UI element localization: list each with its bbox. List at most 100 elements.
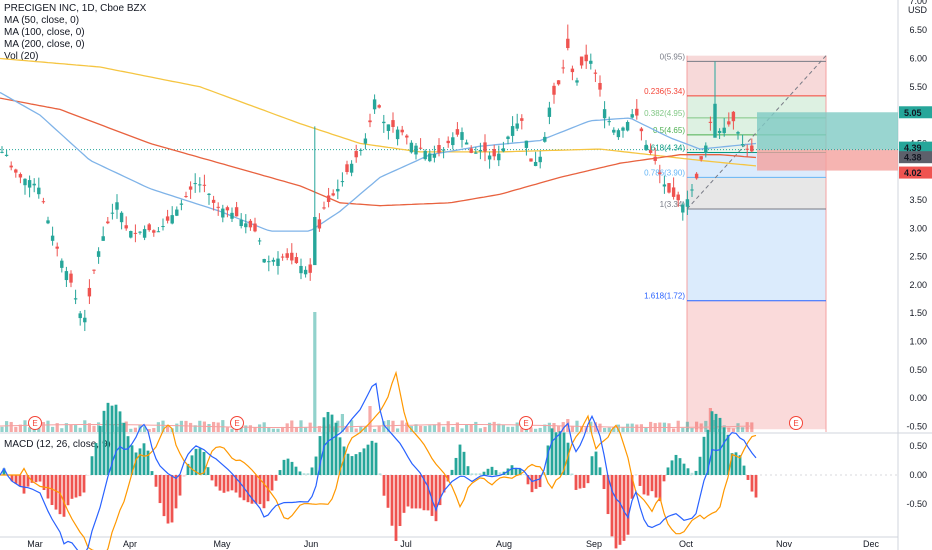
volume-bar: [708, 408, 712, 432]
volume-bar: [460, 428, 464, 432]
target-zone: [757, 112, 898, 150]
candle-body: [685, 199, 690, 207]
volume-bar: [644, 427, 648, 432]
macd-histogram-bar: [722, 427, 726, 475]
ma200-label: MA (200, close, 0): [4, 39, 85, 50]
candle-body: [713, 103, 717, 138]
macd-histogram-bar: [158, 475, 162, 504]
volume-bar: [354, 428, 358, 432]
macd-histogram-bar: [310, 467, 314, 475]
candle-body: [395, 129, 400, 140]
candle-body: [694, 173, 699, 179]
candle-body: [699, 156, 703, 160]
macd-histogram-bar: [630, 475, 634, 499]
macd-tick-label: 0.50: [909, 441, 927, 451]
volume-bar: [570, 425, 574, 432]
macd-histogram-bar: [234, 475, 238, 493]
volume-bar: [225, 427, 229, 432]
macd-histogram-bar: [198, 448, 202, 475]
volume-bar: [244, 425, 248, 432]
volume-bar: [538, 427, 542, 432]
volume-bar: [547, 422, 551, 432]
currency-label: USD: [908, 5, 928, 15]
macd-histogram-bar: [42, 475, 46, 491]
macd-histogram-bar: [306, 473, 310, 475]
candle-body: [303, 269, 308, 275]
candle-body: [290, 252, 294, 261]
macd-histogram-bar: [554, 432, 558, 475]
candle-body: [593, 72, 598, 74]
macd-histogram-bar: [694, 470, 698, 475]
time-axis-label: Apr: [123, 539, 137, 549]
fib-level-label: 0.618(4.34): [644, 143, 685, 152]
macd-histogram-bar: [350, 456, 354, 475]
candle-body: [115, 202, 119, 210]
macd-line: [0, 382, 757, 550]
candle-body: [515, 123, 519, 129]
candle-body: [478, 149, 483, 152]
candle-body: [538, 156, 542, 163]
candle-body: [354, 151, 358, 158]
candle-body: [607, 121, 611, 123]
macd-histogram-bar: [146, 450, 150, 475]
volume-bar: [731, 428, 735, 432]
candle-body: [418, 147, 423, 149]
macd-histogram-bar: [582, 475, 586, 488]
macd-histogram-bar: [670, 460, 674, 475]
macd-histogram-bar: [118, 411, 122, 475]
macd-histogram-bar: [478, 473, 482, 475]
candle-body: [124, 225, 128, 229]
macd-histogram-bar: [682, 463, 686, 475]
volume-bar: [561, 422, 565, 432]
candle-body: [372, 99, 377, 110]
candle-body: [359, 149, 363, 151]
candle-body: [285, 253, 289, 258]
macd-histogram-bar: [402, 475, 406, 513]
candle-body: [87, 287, 92, 297]
macd-histogram-bar: [434, 475, 438, 522]
time-axis-label: Nov: [776, 539, 793, 549]
candle-body: [147, 224, 151, 231]
macd-histogram-bar: [202, 451, 206, 475]
macd-histogram-bar: [366, 444, 370, 475]
candle-body: [474, 152, 478, 154]
candle-body: [750, 145, 754, 152]
volume-bar: [506, 426, 510, 432]
candle-body: [73, 298, 78, 300]
macd-histogram-bar: [526, 475, 530, 485]
volume-bar: [64, 423, 68, 432]
earnings-marker-label: E: [234, 419, 239, 428]
volume-bar: [133, 427, 137, 432]
volume-bar: [501, 424, 505, 432]
volume-bar: [78, 427, 82, 432]
volume-bar: [483, 426, 487, 432]
volume-bar: [639, 424, 643, 432]
candle-body: [561, 67, 565, 69]
macd-histogram-bar: [594, 451, 598, 475]
macd-histogram-bar: [458, 444, 462, 475]
macd-histogram-bar: [430, 475, 434, 516]
macd-histogram-bar: [410, 475, 414, 509]
macd-histogram-bar: [278, 470, 282, 475]
candle-body: [579, 56, 584, 66]
volume-bar: [745, 422, 749, 432]
macd-histogram-bar: [746, 475, 750, 480]
macd-histogram-bar: [562, 432, 566, 475]
volume-bar: [313, 312, 317, 432]
macd-histogram-bar: [422, 475, 426, 511]
candle-body: [644, 145, 648, 151]
candle-body: [4, 154, 9, 156]
macd-histogram-bar: [474, 473, 478, 475]
volume-bar: [368, 406, 372, 432]
macd-histogram-bar: [578, 475, 582, 489]
macd-histogram-bar: [382, 475, 386, 496]
candle-body: [234, 207, 239, 217]
candle-body: [23, 178, 27, 186]
volume-bar: [736, 423, 740, 432]
candle-body: [216, 206, 220, 208]
volume-bar: [290, 420, 294, 432]
macd-histogram-bar: [482, 471, 486, 475]
macd-legend: MACD (12, 26, close, 9): [4, 439, 111, 450]
